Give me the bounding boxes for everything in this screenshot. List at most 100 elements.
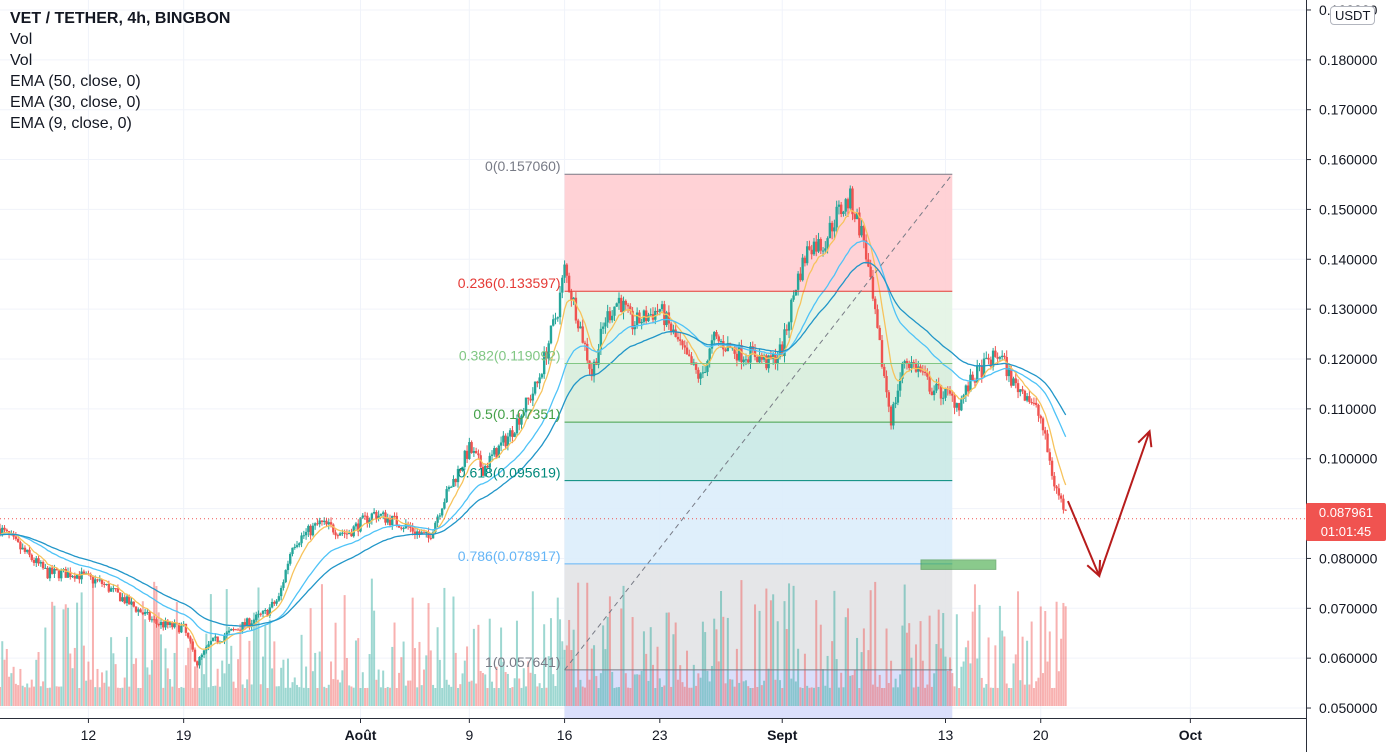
candle-body [953, 395, 956, 408]
candle-body [266, 610, 269, 616]
candle-body [545, 351, 548, 359]
volume-bar [1017, 591, 1020, 706]
candle-body [731, 347, 734, 349]
projection-arrowhead-1 [1137, 429, 1153, 448]
candle-body [805, 246, 809, 264]
volume-bar [622, 585, 625, 706]
volume-bar [255, 616, 258, 706]
volume-bar [341, 670, 344, 706]
volume-bar [851, 675, 854, 706]
candle-body [388, 518, 392, 526]
legend-volume[interactable]: Vol [10, 31, 33, 48]
volume-bar [282, 659, 285, 706]
candle-body [765, 355, 768, 369]
candle-body [53, 568, 56, 574]
candle-body [329, 522, 333, 525]
volume-bar [586, 582, 589, 706]
candle-body [703, 371, 707, 373]
volume-bar [137, 687, 140, 706]
candle-body [744, 359, 748, 361]
candle-body [640, 321, 643, 324]
volume-bar [722, 616, 725, 706]
candle-body [508, 430, 512, 437]
candle-body [1025, 396, 1029, 401]
price-axis-bg [1306, 0, 1392, 752]
candle-body [1, 527, 4, 535]
volume-bar [846, 608, 849, 706]
volume-bar [518, 678, 521, 706]
candle-body [354, 523, 358, 527]
volume-bar [504, 672, 507, 706]
volume-bar [967, 640, 970, 706]
legend-ema-30[interactable]: EMA (30, close, 0) [10, 94, 141, 111]
candle-body [996, 356, 999, 359]
candle-body [257, 613, 260, 615]
candle-body [69, 571, 72, 577]
legend-ema-9[interactable]: EMA (9, close, 0) [10, 115, 132, 132]
candle-body [842, 211, 845, 215]
candle-body [132, 601, 135, 607]
volume-bar [225, 589, 228, 706]
projection-arrow-0 [1067, 500, 1101, 577]
candle-body [869, 266, 872, 278]
volume-bar [826, 655, 829, 706]
volume-bar [633, 674, 636, 706]
volume-bar [128, 686, 131, 706]
candle-body [878, 327, 881, 341]
candle-body [366, 515, 369, 524]
volume-bar [1012, 663, 1015, 706]
fib-zone-0 [564, 174, 953, 292]
candle-body [771, 354, 775, 360]
candle-body [73, 576, 77, 579]
volume-bar [207, 687, 210, 706]
candle-body [880, 340, 884, 367]
volume-bar [55, 686, 58, 706]
volume-bar [218, 686, 221, 706]
candle-body [966, 385, 970, 392]
candle-body [434, 522, 437, 533]
volume-bar [484, 674, 487, 706]
candle-body [26, 549, 29, 552]
candle-body [112, 588, 115, 590]
volume-bar [642, 631, 645, 706]
candle-body [209, 641, 213, 645]
symbol-title[interactable]: VET / TETHER, 4h, BINGBON [10, 10, 231, 27]
candle-body [32, 559, 36, 563]
legend-ema-50[interactable]: EMA (50, close, 0) [10, 73, 141, 90]
candle-body [64, 569, 67, 578]
volume-bar [597, 687, 600, 706]
volume-bar [593, 645, 596, 706]
candle-body [647, 315, 650, 322]
candle-body [1023, 390, 1027, 401]
y-tick-label-13: 0.060000 [1319, 650, 1378, 666]
currency-unit-badge[interactable]: USDT [1330, 6, 1376, 25]
volume-bar [53, 605, 56, 706]
candle-body [665, 312, 668, 326]
volume-bar [715, 629, 718, 706]
candle-body [425, 531, 428, 533]
candle-body [177, 623, 181, 633]
volume-bar [835, 659, 838, 706]
volume-bar [173, 652, 176, 706]
volume-bar [735, 648, 738, 706]
volume-bar [46, 687, 49, 706]
fib-zone-0.786 [564, 563, 953, 670]
volume-bar [797, 648, 800, 706]
candle-body [304, 531, 308, 536]
volume-bar [1003, 636, 1006, 706]
volume-bar [942, 613, 945, 706]
volume-bar [983, 687, 986, 706]
y-tick-label-1: 0.180000 [1319, 52, 1378, 68]
volume-bar [343, 595, 346, 706]
volume-bar [169, 679, 172, 706]
volume-bar [765, 588, 768, 706]
volume-bar [756, 687, 759, 706]
legend-volume-2[interactable]: Vol [10, 52, 33, 69]
volume-bar [354, 640, 357, 706]
candle-body [701, 372, 705, 374]
candle-body [667, 312, 671, 324]
candle-body [291, 547, 294, 554]
candle-body [792, 295, 795, 300]
candle-body [28, 549, 31, 555]
